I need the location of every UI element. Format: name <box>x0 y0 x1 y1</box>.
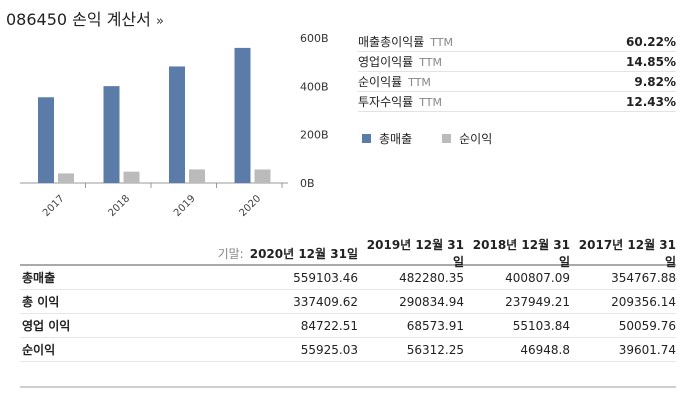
legend-label: 총매출 <box>379 132 413 146</box>
chart-legend: 총매출 순이익 <box>362 130 492 147</box>
bar-net-income <box>123 171 140 183</box>
bar-net-income <box>189 169 205 183</box>
ttm-label: TTM <box>408 76 431 89</box>
table-cell: 237949.21 <box>505 294 570 309</box>
row-label: 영업 이익 <box>22 319 71 333</box>
table-cell: 290834.94 <box>399 294 464 309</box>
y-tick-label: 0B <box>300 177 315 190</box>
ratio-value: 9.82% <box>634 74 676 89</box>
table-row: 영업 이익 84722.51 68573.91 55103.84 50059.7… <box>20 314 676 338</box>
page-title[interactable]: 086450 손익 계산서 » <box>6 6 164 30</box>
y-tick-label: 400B <box>300 80 329 93</box>
ratio-row: 매출총이익률 TTM 60.22% <box>358 32 676 52</box>
ratio-label: 영업이익률 <box>358 55 414 69</box>
page-title-text: 086450 손익 계산서 <box>6 10 151 29</box>
ratio-label: 매출총이익률 <box>358 35 425 49</box>
x-tick-label: 2020 <box>237 193 263 219</box>
table-cell: 50059.76 <box>618 318 676 333</box>
table-header: 기말: 2020년 12월 31일 2019년 12월 31일 2018년 12… <box>20 238 676 269</box>
income-chart: 0B 200B 400B 600B 2017 2018 2019 2020 <box>20 32 329 219</box>
legend-swatch-revenue <box>362 134 371 143</box>
legend-item-revenue[interactable]: 총매출 <box>362 130 412 147</box>
y-tick-label: 600B <box>300 32 329 45</box>
bar-revenue <box>103 86 120 183</box>
table-cell: 46948.8 <box>520 342 570 357</box>
bar-net-income <box>58 173 74 183</box>
ratio-row: 투자수익률 TTM 12.43% <box>358 92 676 112</box>
legend-swatch-net-income <box>442 134 452 143</box>
base-label: 기말: <box>217 246 244 261</box>
table-row: 순이익 55925.03 56312.25 46948.8 39601.74 <box>20 338 676 362</box>
y-tick-label: 200B <box>300 129 329 142</box>
ttm-label: TTM <box>419 96 442 109</box>
bar-net-income <box>254 169 271 183</box>
ratio-label: 순이익률 <box>358 75 403 89</box>
x-tick-label: 2018 <box>106 193 132 219</box>
row-label: 총매출 <box>22 271 56 285</box>
ttm-label: TTM <box>419 56 442 69</box>
column-header: 2019년 12월 31일 <box>366 238 464 269</box>
table-body: 총매출 559103.46 482280.35 400807.09 354767… <box>20 264 676 362</box>
table-cell: 482280.35 <box>399 270 464 285</box>
ratio-value: 14.85% <box>626 54 676 69</box>
table-cell: 559103.46 <box>293 270 358 285</box>
table-cell: 400807.09 <box>505 270 570 285</box>
table-cell: 56312.25 <box>406 342 464 357</box>
row-label: 총 이익 <box>22 295 60 309</box>
income-table: 기말: 2020년 12월 31일 2019년 12월 31일 2018년 12… <box>20 238 676 362</box>
ratio-value: 60.22% <box>626 34 676 49</box>
bar-revenue <box>169 66 185 183</box>
bottom-divider <box>20 386 676 388</box>
ratio-value: 12.43% <box>626 94 676 109</box>
ratio-row: 순이익률 TTM 9.82% <box>358 72 676 92</box>
table-cell: 209356.14 <box>611 294 676 309</box>
ratio-row: 영업이익률 TTM 14.85% <box>358 52 676 72</box>
table-row: 총매출 559103.46 482280.35 400807.09 354767… <box>20 266 676 290</box>
column-header: 2020년 12월 31일 <box>249 246 358 261</box>
table-cell: 354767.88 <box>611 270 676 285</box>
table-cell: 84722.51 <box>300 318 358 333</box>
ttm-label: TTM <box>430 36 453 49</box>
more-arrow-icon[interactable]: » <box>155 14 164 29</box>
bar-revenue <box>38 97 54 183</box>
row-label: 순이익 <box>22 343 56 357</box>
table-row: 총 이익 337409.62 290834.94 237949.21 20935… <box>20 290 676 314</box>
table-cell: 39601.74 <box>618 342 676 357</box>
legend-label: 순이익 <box>459 132 493 146</box>
table-cell: 55925.03 <box>300 342 358 357</box>
table-cell: 337409.62 <box>293 294 358 309</box>
column-header: 2018년 12월 31일 <box>472 238 570 269</box>
ratio-label: 투자수익률 <box>358 95 414 109</box>
legend-item-net-income[interactable]: 순이익 <box>442 130 492 147</box>
bar-revenue <box>234 47 251 183</box>
x-tick-label: 2017 <box>41 193 67 219</box>
table-cell: 55103.84 <box>512 318 570 333</box>
column-header: 2017년 12월 31일 <box>578 238 676 269</box>
ratio-list: 매출총이익률 TTM 60.22% 영업이익률 TTM 14.85% 순이익률 TTM… <box>358 32 676 112</box>
x-tick-label: 2019 <box>172 193 198 219</box>
table-cell: 68573.91 <box>406 318 464 333</box>
